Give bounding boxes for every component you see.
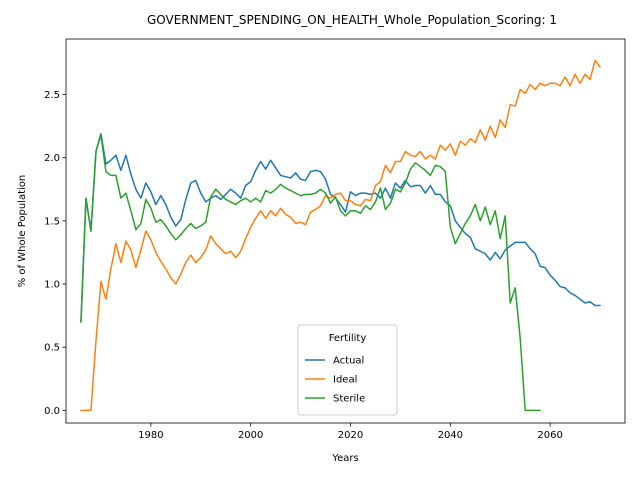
x-tick-label: 2040	[438, 430, 463, 441]
axes-frame	[65, 38, 626, 424]
y-tick-label: 1.0	[44, 280, 60, 291]
series-line-sterile	[80, 134, 541, 412]
y-tick-label: 0.0	[44, 406, 60, 417]
y-tick-label: 0.5	[44, 343, 60, 354]
plot-area	[65, 38, 626, 424]
y-tick-label: 1.5	[44, 216, 60, 227]
legend: Fertility Actual Ideal Sterile	[297, 324, 398, 416]
chart-title: GOVERNMENT_SPENDING_ON_HEALTH_Whole_Popu…	[147, 13, 557, 27]
x-tick-label: 2020	[338, 430, 363, 441]
x-axis-label: Years	[331, 453, 358, 464]
legend-label-actual: Actual	[333, 356, 364, 367]
series-line-actual	[80, 132, 601, 323]
legend-entries: Actual Ideal Sterile	[305, 356, 365, 405]
series-layer	[80, 59, 601, 412]
x-tick-label: 2000	[238, 430, 263, 441]
y-axis-label: % of Whole Population	[17, 175, 28, 288]
legend-label-sterile: Sterile	[333, 394, 365, 405]
x-tick-label: 2060	[537, 430, 562, 441]
legend-frame	[297, 324, 398, 416]
legend-label-ideal: Ideal	[333, 375, 357, 386]
x-tick-label: 1980	[138, 430, 163, 441]
series-line-ideal	[80, 59, 601, 412]
y-tick-label: 2.0	[44, 153, 60, 164]
y-axis-ticks: 0.0 0.5 1.0 1.5 2.0 2.5	[44, 90, 66, 417]
legend-title: Fertility	[329, 333, 367, 344]
x-axis-ticks: 1980 2000 2020 2040 2060	[138, 423, 563, 441]
y-tick-label: 2.5	[44, 90, 60, 101]
